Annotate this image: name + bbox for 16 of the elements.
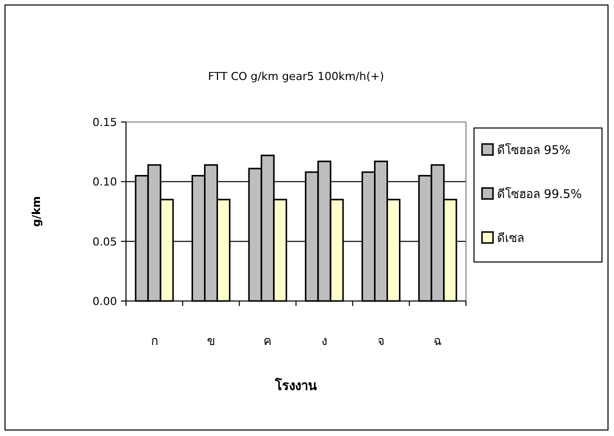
chart-title: FTT CO g/km gear5 100km/h(+) [208, 70, 384, 83]
x-tick-label: ก [150, 334, 158, 348]
x-tick-label: ฉ [434, 334, 442, 348]
legend-label: ดีเซล [497, 231, 524, 245]
y-axis-title: g/km [30, 196, 43, 227]
legend-label: ดีโซฮอล 99.5% [497, 187, 582, 201]
y-tick-label: 0.05 [92, 235, 117, 248]
y-tick-label: 0.15 [92, 116, 117, 129]
legend-label: ดีโซฮอล 95% [497, 143, 570, 157]
y-tick-label: 0.00 [92, 295, 117, 308]
x-tick-label: ค [264, 334, 272, 348]
x-tick-label: จ [378, 334, 384, 348]
x-tick-label: ง [321, 334, 328, 348]
x-tick-label: ข [207, 334, 215, 348]
y-tick-label: 0.10 [92, 176, 117, 189]
x-axis-title: โรงงาน [274, 377, 317, 394]
